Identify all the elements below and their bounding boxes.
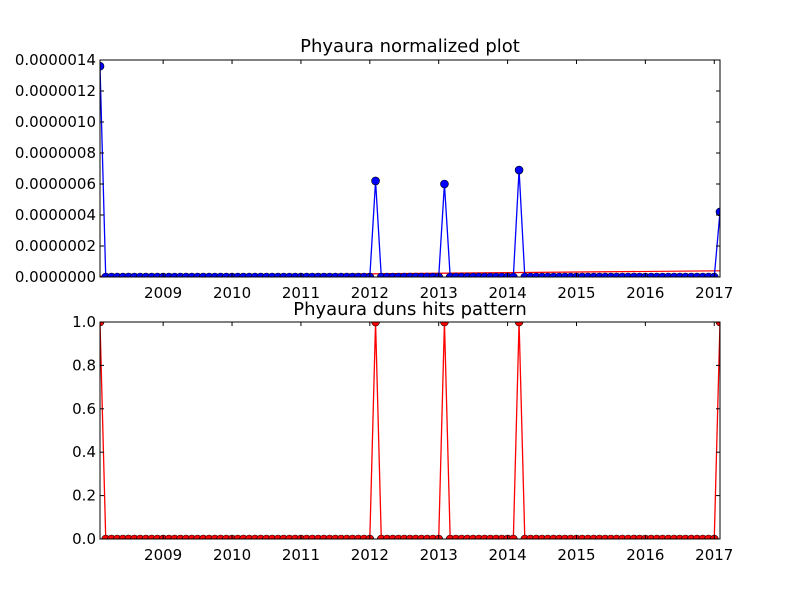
- top-data-point: [100, 61, 105, 71]
- top-data-point: [509, 272, 518, 277]
- bottom-data-point: [440, 322, 449, 327]
- top-y-tick-label: 0.0000014: [15, 51, 96, 69]
- bottom-data-point: [509, 534, 518, 539]
- top-y-tick-label: 0.0000010: [15, 113, 96, 131]
- bottom-y-tick-label: 1.0: [72, 313, 96, 331]
- top-x-tick-label: 2013: [420, 284, 458, 302]
- bottom-y-tick-label: 0.6: [72, 400, 96, 418]
- bottom-x-tick-label: 2010: [213, 546, 251, 564]
- bottom-y-tick-label: 0.8: [72, 356, 96, 374]
- top-x-tick-label: 2017: [695, 284, 733, 302]
- bottom-axes-frame: [99, 321, 721, 540]
- top-x-tick-label: 2009: [144, 284, 182, 302]
- top-chart: Phyaura normalized plot 2009 2010 2011 2012…: [15, 36, 733, 302]
- bottom-data-point: [715, 322, 720, 327]
- top-data-point: [371, 176, 380, 186]
- bottom-x-tick-label: 2013: [420, 546, 458, 564]
- bottom-data-point: [514, 322, 524, 327]
- bottom-plot-area: 2009 2010 2011 2012 2013 2014 2015 2016 2017 0.0 0…: [72, 313, 733, 564]
- top-x-tick-label: 2012: [351, 284, 389, 302]
- top-series-group: [100, 61, 720, 277]
- top-y-tick-label: 0.0000002: [15, 237, 96, 255]
- top-chart-title: Phyaura normalized plot: [300, 36, 520, 57]
- bottom-x-tick-label: 2017: [695, 546, 733, 564]
- bottom-chart: Phyaura duns hits pattern 2009 2010 2011 20…: [72, 299, 733, 564]
- top-data-point: [715, 207, 720, 217]
- bottom-x-tick-label: 2012: [351, 546, 389, 564]
- top-x-tick-label: 2015: [557, 284, 595, 302]
- top-y-tick-label: 0.0000004: [15, 206, 96, 224]
- top-x-tick-label: 2016: [626, 284, 664, 302]
- bottom-y-tick-label: 0.0: [72, 530, 96, 548]
- bottom-chart-title: Phyaura duns hits pattern: [293, 299, 527, 320]
- top-x-tick-label: 2010: [213, 284, 251, 302]
- bottom-x-tick-label: 2011: [282, 546, 320, 564]
- bottom-data-point: [371, 322, 380, 327]
- bottom-series-group: [100, 322, 720, 539]
- top-x-tick-label: 2011: [282, 284, 320, 302]
- bottom-x-tick-label: 2016: [626, 546, 664, 564]
- top-data-point: [514, 165, 524, 175]
- bottom-y-tick-label: 0.2: [72, 487, 96, 505]
- top-axes-frame: [99, 59, 721, 278]
- top-data-point: [440, 179, 449, 189]
- top-y-tick-label: 0.0000012: [15, 82, 96, 100]
- top-y-tick-label: 0.0000000: [15, 268, 96, 286]
- top-y-tick-label: 0.0000006: [15, 175, 96, 193]
- top-y-tick-label: 0.0000008: [15, 144, 96, 162]
- top-x-tick-label: 2014: [488, 284, 526, 302]
- bottom-x-tick-label: 2014: [488, 546, 526, 564]
- top-plot-area: 2009 2010 2011 2012 2013 2014 2015 2016 2017 0.00…: [15, 51, 733, 302]
- bottom-x-tick-label: 2015: [557, 546, 595, 564]
- bottom-y-tick-label: 0.4: [72, 443, 96, 461]
- bottom-data-point: [100, 322, 105, 327]
- bottom-x-tick-label: 2009: [144, 546, 182, 564]
